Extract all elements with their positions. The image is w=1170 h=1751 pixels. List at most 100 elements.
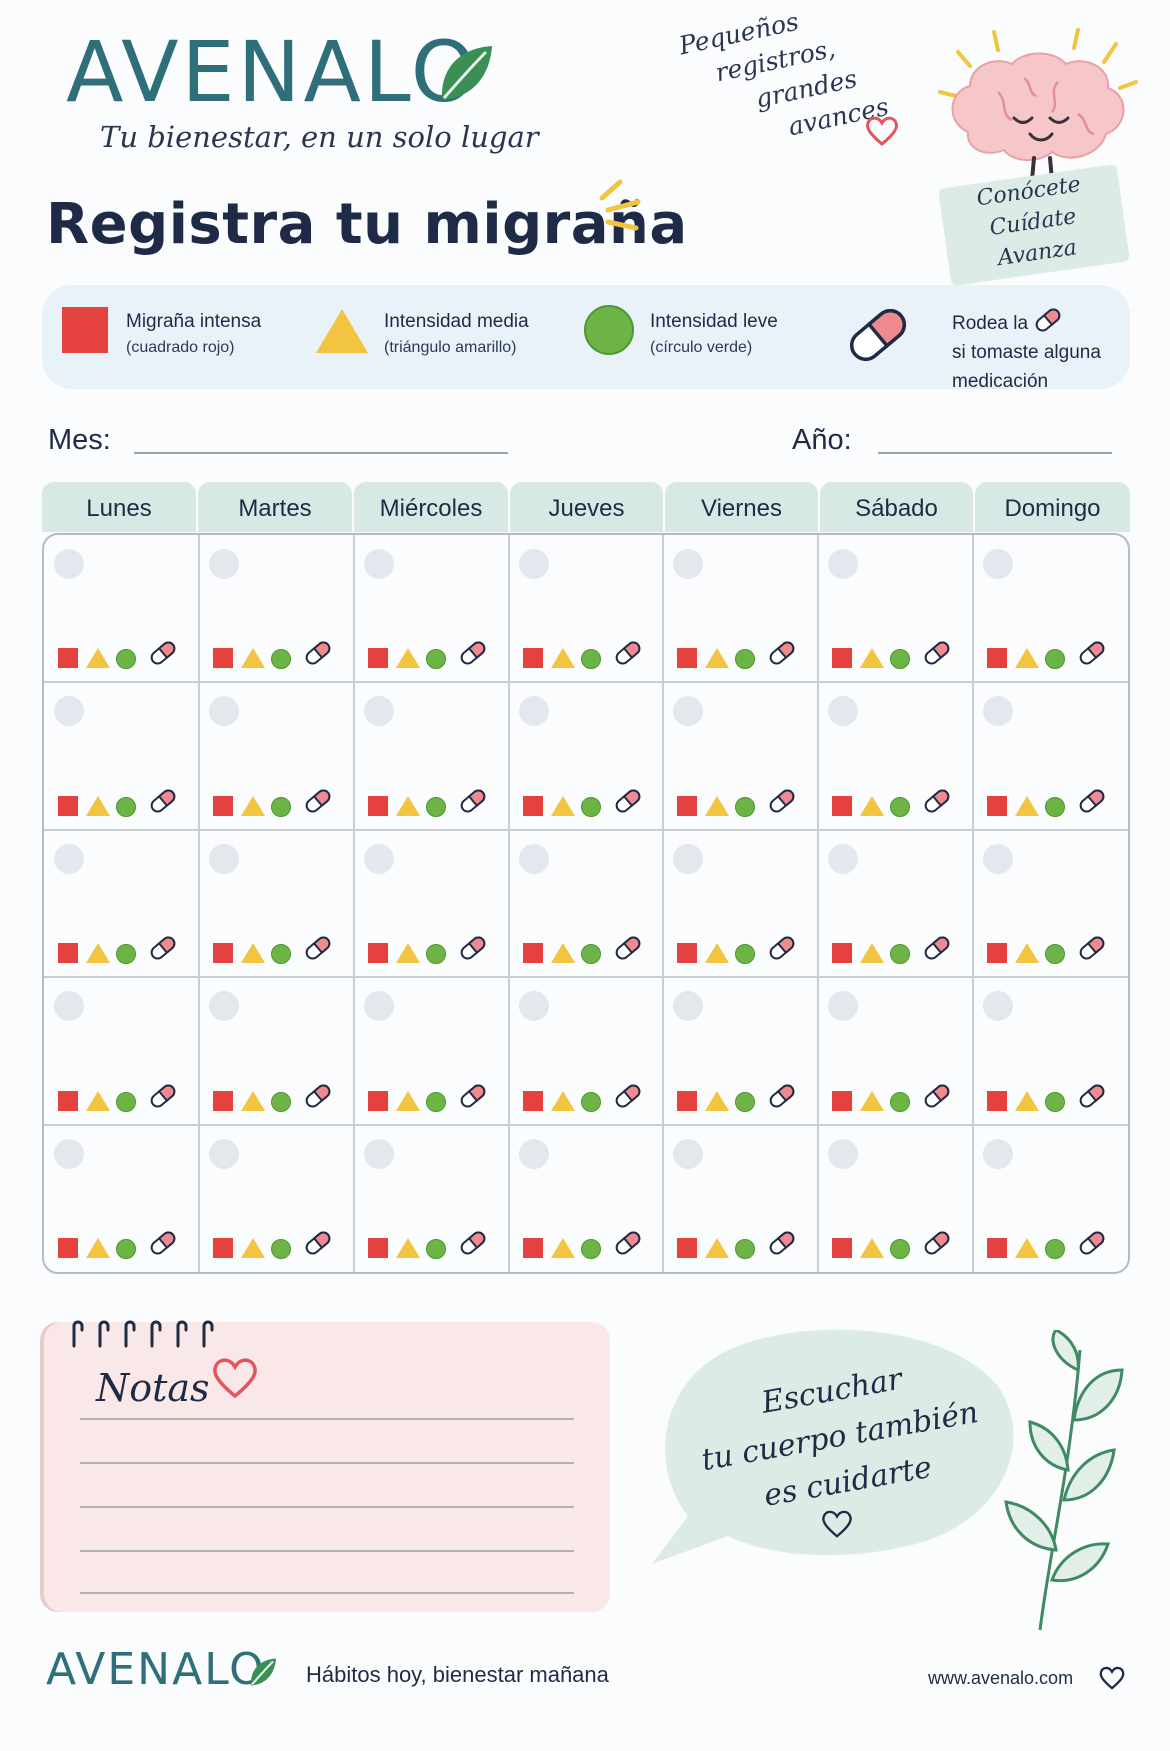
calendar-day-cell[interactable] bbox=[973, 1125, 1128, 1272]
day-number-circle[interactable] bbox=[208, 991, 239, 1022]
day-number-circle[interactable] bbox=[54, 991, 84, 1022]
red-square-icon[interactable] bbox=[987, 943, 1008, 964]
green-circle-icon[interactable] bbox=[425, 1091, 446, 1112]
calendar-day-cell[interactable] bbox=[199, 535, 354, 682]
calendar-day-cell[interactable] bbox=[818, 830, 973, 977]
day-number-circle[interactable] bbox=[208, 843, 239, 874]
calendar-day-cell[interactable] bbox=[973, 977, 1128, 1124]
yellow-triangle-icon[interactable] bbox=[550, 1090, 575, 1111]
green-circle-icon[interactable] bbox=[890, 944, 911, 965]
red-square-icon[interactable] bbox=[987, 648, 1008, 669]
green-circle-icon[interactable] bbox=[116, 796, 136, 817]
red-square-icon[interactable] bbox=[58, 1237, 78, 1258]
calendar-day-cell[interactable] bbox=[663, 535, 818, 682]
pill-icon[interactable] bbox=[613, 934, 643, 967]
red-square-icon[interactable] bbox=[58, 648, 78, 669]
yellow-triangle-icon[interactable] bbox=[860, 1237, 885, 1258]
red-square-icon[interactable] bbox=[522, 1237, 543, 1258]
pill-icon[interactable] bbox=[1077, 639, 1107, 672]
red-square-icon[interactable] bbox=[832, 648, 853, 669]
green-circle-icon[interactable] bbox=[425, 649, 446, 670]
day-number-circle[interactable] bbox=[363, 991, 394, 1022]
calendar-day-cell[interactable] bbox=[973, 682, 1128, 829]
green-circle-icon[interactable] bbox=[735, 796, 756, 817]
yellow-triangle-icon[interactable] bbox=[86, 943, 110, 964]
yellow-triangle-icon[interactable] bbox=[395, 648, 420, 669]
calendar-day-cell[interactable] bbox=[199, 977, 354, 1124]
day-number-circle[interactable] bbox=[828, 843, 859, 874]
yellow-triangle-icon[interactable] bbox=[240, 943, 265, 964]
green-circle-icon[interactable] bbox=[116, 649, 136, 670]
pill-icon[interactable] bbox=[303, 1229, 333, 1262]
red-square-icon[interactable] bbox=[367, 1090, 388, 1111]
green-circle-icon[interactable] bbox=[1045, 649, 1066, 670]
red-square-icon[interactable] bbox=[522, 943, 543, 964]
pill-icon[interactable] bbox=[148, 1082, 178, 1115]
calendar-day-cell[interactable] bbox=[818, 1125, 973, 1272]
red-square-icon[interactable] bbox=[367, 795, 388, 816]
yellow-triangle-icon[interactable] bbox=[860, 795, 885, 816]
yellow-triangle-icon[interactable] bbox=[705, 1090, 730, 1111]
calendar-day-cell[interactable] bbox=[509, 977, 664, 1124]
calendar-day-cell[interactable] bbox=[663, 1125, 818, 1272]
yellow-triangle-icon[interactable] bbox=[86, 648, 110, 669]
green-circle-icon[interactable] bbox=[270, 1091, 291, 1112]
day-number-circle[interactable] bbox=[983, 991, 1014, 1022]
green-circle-icon[interactable] bbox=[270, 1238, 291, 1259]
day-number-circle[interactable] bbox=[208, 549, 239, 579]
calendar-day-cell[interactable] bbox=[44, 977, 199, 1124]
day-number-circle[interactable] bbox=[518, 696, 549, 727]
pill-icon[interactable] bbox=[148, 1229, 178, 1262]
green-circle-icon[interactable] bbox=[580, 649, 601, 670]
green-circle-icon[interactable] bbox=[1045, 796, 1066, 817]
pill-icon[interactable] bbox=[922, 934, 952, 967]
pill-icon[interactable] bbox=[922, 787, 952, 820]
day-number-circle[interactable] bbox=[828, 1138, 859, 1169]
day-number-circle[interactable] bbox=[983, 696, 1014, 727]
yellow-triangle-icon[interactable] bbox=[550, 795, 575, 816]
yellow-triangle-icon[interactable] bbox=[240, 1090, 265, 1111]
pill-icon[interactable] bbox=[303, 1082, 333, 1115]
calendar-day-cell[interactable] bbox=[44, 1125, 199, 1272]
day-number-circle[interactable] bbox=[363, 843, 394, 874]
yellow-triangle-icon[interactable] bbox=[1015, 795, 1040, 816]
green-circle-icon[interactable] bbox=[580, 796, 601, 817]
red-square-icon[interactable] bbox=[367, 648, 388, 669]
pill-icon[interactable] bbox=[613, 1082, 643, 1115]
day-number-circle[interactable] bbox=[828, 991, 859, 1022]
calendar-day-cell[interactable] bbox=[199, 1125, 354, 1272]
yellow-triangle-icon[interactable] bbox=[240, 1237, 265, 1258]
green-circle-icon[interactable] bbox=[270, 796, 291, 817]
yellow-triangle-icon[interactable] bbox=[705, 943, 730, 964]
day-number-circle[interactable] bbox=[518, 991, 549, 1022]
calendar-day-cell[interactable] bbox=[354, 1125, 509, 1272]
day-number-circle[interactable] bbox=[518, 1138, 549, 1169]
pill-icon[interactable] bbox=[1077, 1229, 1107, 1262]
green-circle-icon[interactable] bbox=[270, 649, 291, 670]
pill-icon[interactable] bbox=[767, 787, 797, 820]
red-square-icon[interactable] bbox=[832, 943, 853, 964]
calendar-day-cell[interactable] bbox=[509, 1125, 664, 1272]
red-square-icon[interactable] bbox=[212, 648, 233, 669]
day-number-circle[interactable] bbox=[518, 549, 549, 579]
green-circle-icon[interactable] bbox=[1045, 1091, 1066, 1112]
pill-icon[interactable] bbox=[767, 1082, 797, 1115]
green-circle-icon[interactable] bbox=[116, 1238, 136, 1259]
footer-url[interactable]: www.avenalo.com bbox=[928, 1668, 1074, 1688]
calendar-day-cell[interactable] bbox=[818, 535, 973, 682]
red-square-icon[interactable] bbox=[677, 795, 698, 816]
red-square-icon[interactable] bbox=[212, 795, 233, 816]
yellow-triangle-icon[interactable] bbox=[860, 943, 885, 964]
pill-icon[interactable] bbox=[1077, 934, 1107, 967]
day-number-circle[interactable] bbox=[54, 843, 84, 874]
yellow-triangle-icon[interactable] bbox=[860, 648, 885, 669]
day-number-circle[interactable] bbox=[54, 696, 84, 727]
green-circle-icon[interactable] bbox=[116, 944, 136, 965]
green-circle-icon[interactable] bbox=[1045, 944, 1066, 965]
pill-icon[interactable] bbox=[458, 1082, 488, 1115]
red-square-icon[interactable] bbox=[212, 1237, 233, 1258]
yellow-triangle-icon[interactable] bbox=[86, 1090, 110, 1111]
pill-icon[interactable] bbox=[1077, 787, 1107, 820]
calendar-day-cell[interactable] bbox=[199, 830, 354, 977]
calendar-day-cell[interactable] bbox=[509, 830, 664, 977]
